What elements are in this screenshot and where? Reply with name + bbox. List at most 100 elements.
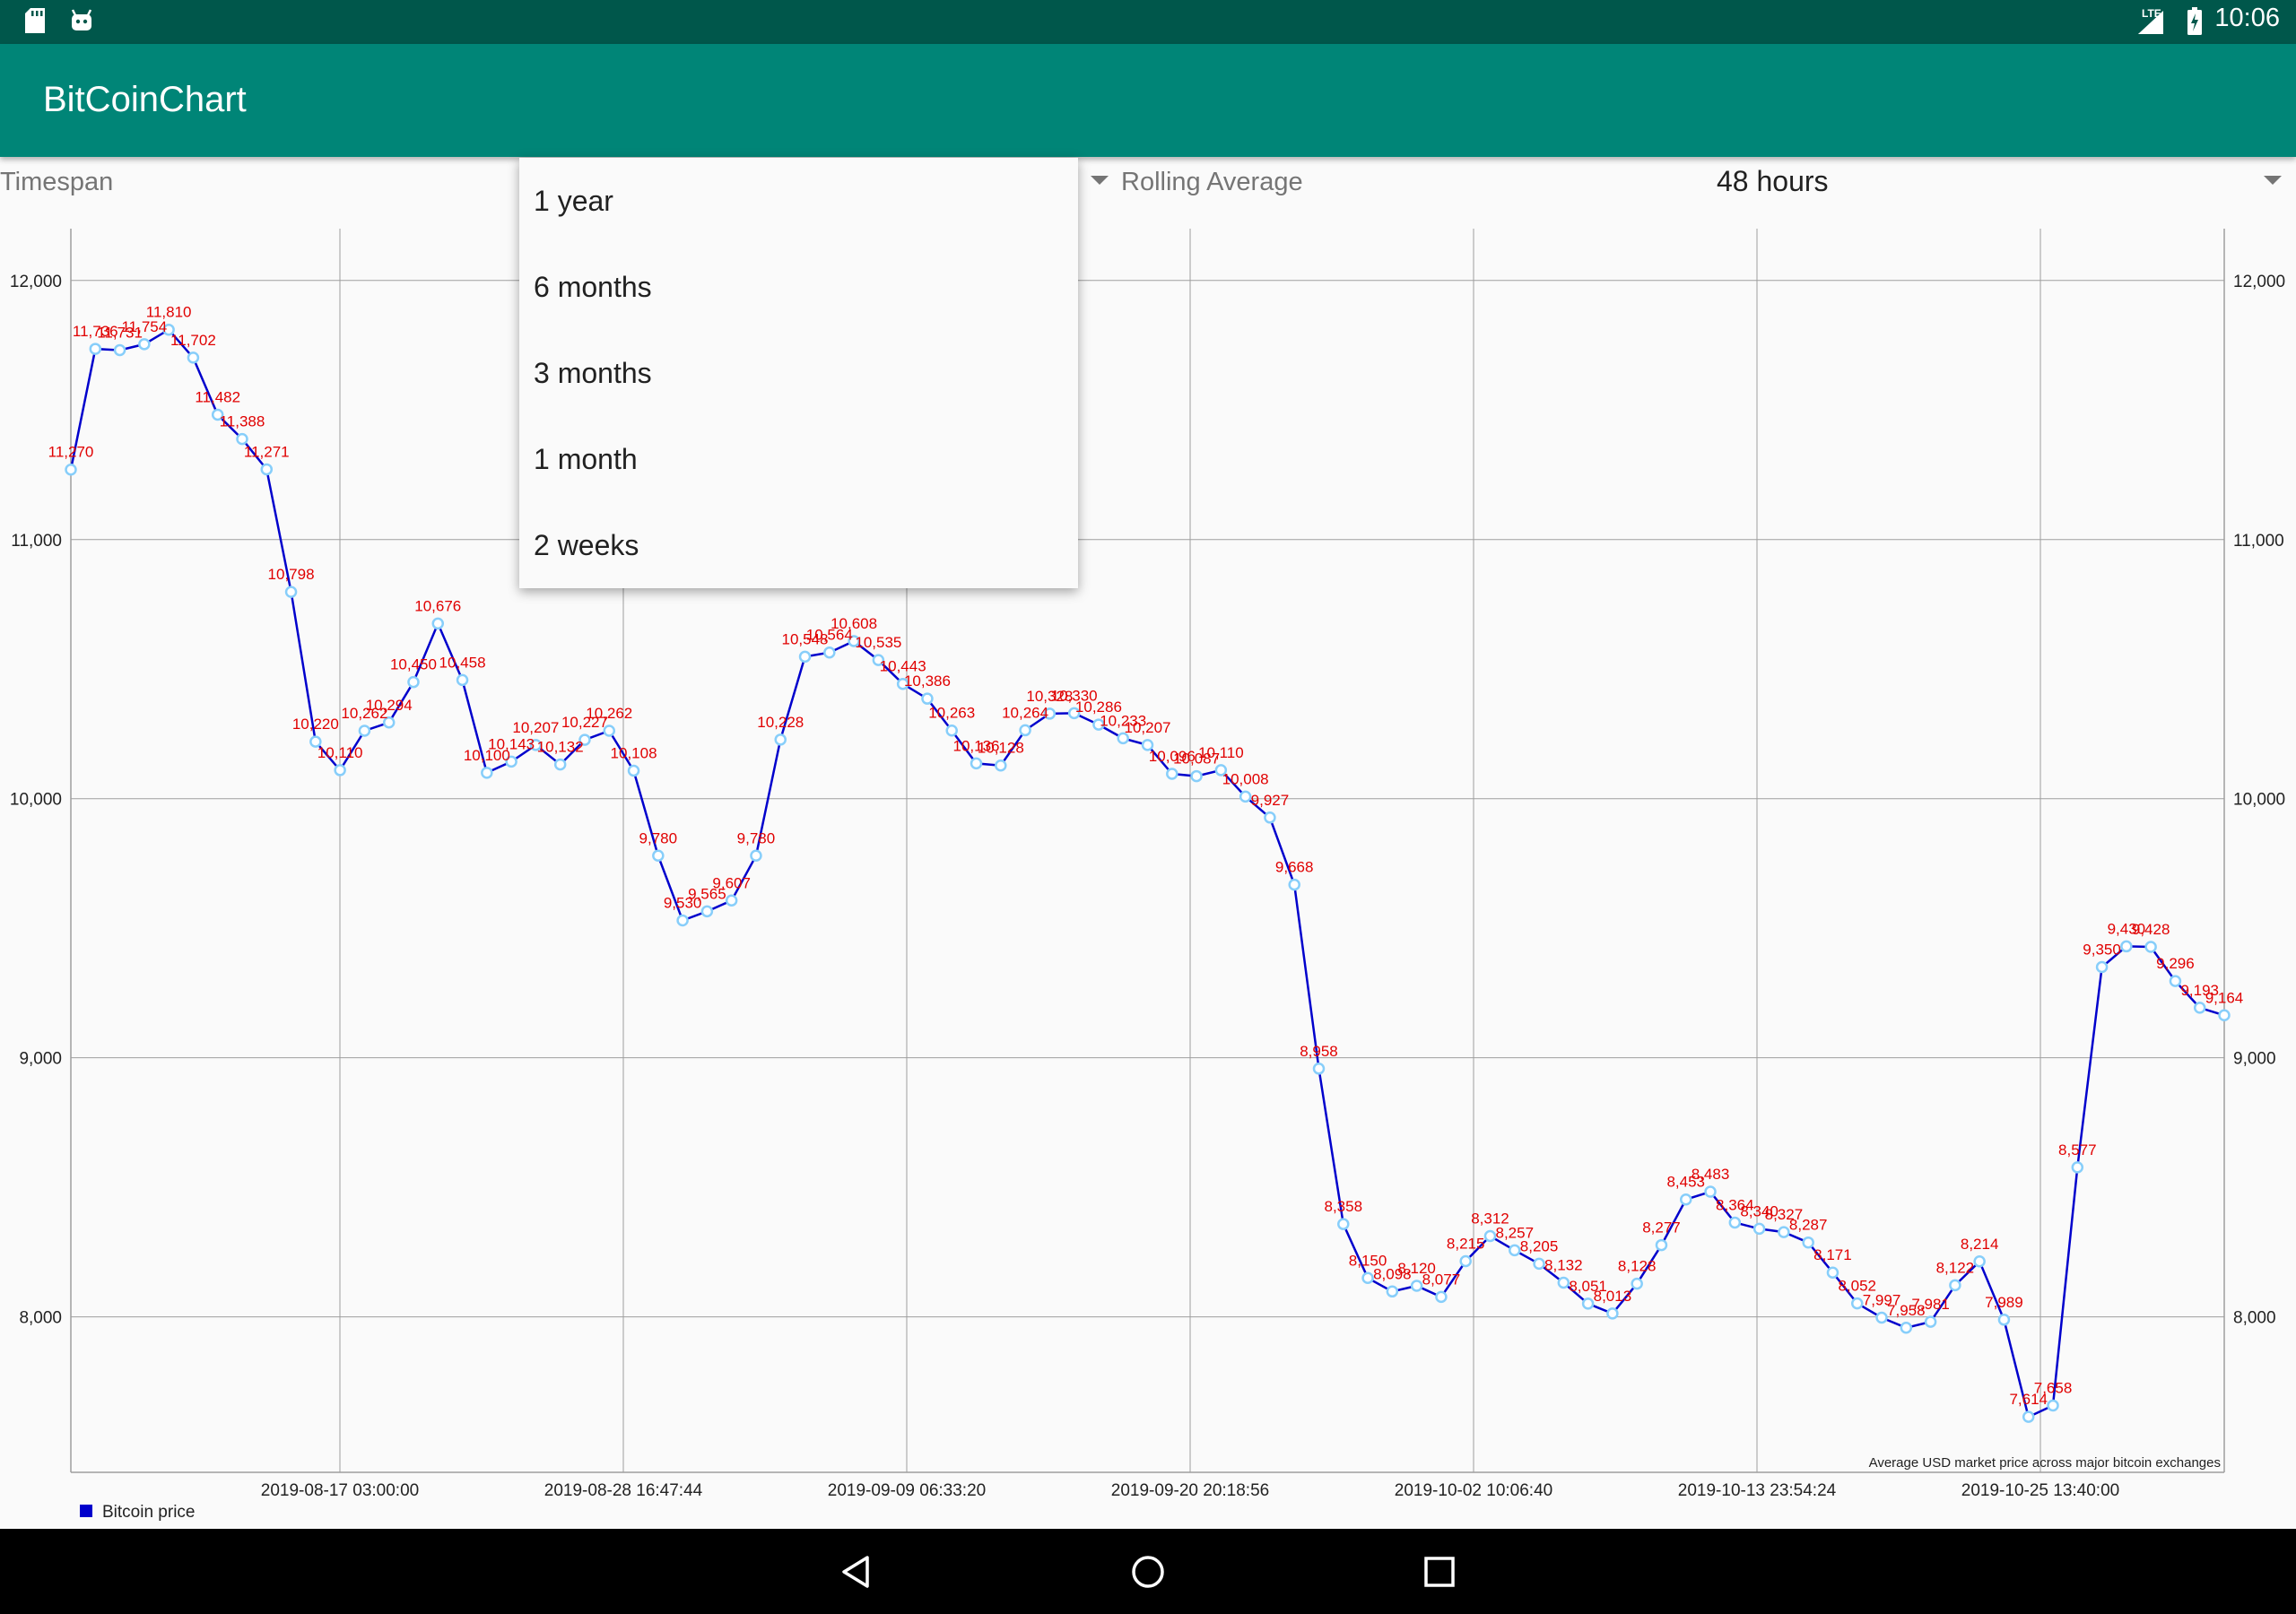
data-point bbox=[848, 635, 860, 647]
data-point bbox=[236, 432, 248, 446]
data-label: 10,207 bbox=[512, 719, 559, 736]
data-label: 9,296 bbox=[2156, 955, 2195, 972]
x-tick-label: 2019-08-28 16:47:44 bbox=[544, 1481, 703, 1500]
data-label: 10,330 bbox=[1051, 687, 1098, 704]
y-tick-label-right: 10,000 bbox=[2233, 791, 2285, 810]
data-label: 9,164 bbox=[2205, 989, 2244, 1006]
data-point bbox=[1067, 707, 1081, 720]
data-point bbox=[700, 905, 714, 918]
data-label: 8,287 bbox=[1789, 1217, 1828, 1234]
chart-description: Average USD market price across major bi… bbox=[1869, 1455, 2221, 1471]
data-label: 9,565 bbox=[688, 885, 726, 902]
data-label: 10,087 bbox=[1173, 751, 1220, 768]
data-point bbox=[2169, 975, 2182, 987]
data-label: 10,262 bbox=[341, 705, 387, 722]
dropdown-item-2-weeks[interactable]: 2 weeks bbox=[534, 529, 639, 561]
data-label: 8,312 bbox=[1471, 1210, 1509, 1227]
data-label: 8,150 bbox=[1349, 1252, 1387, 1269]
navigation-bar bbox=[0, 1529, 2296, 1614]
data-point bbox=[627, 764, 640, 777]
data-label: 8,098 bbox=[1373, 1265, 1412, 1282]
app-title: BitCoinChart bbox=[43, 80, 247, 119]
legend-label: Bitcoin price bbox=[102, 1503, 196, 1522]
x-tick-label: 2019-10-13 23:54:24 bbox=[1678, 1481, 1837, 1500]
data-point bbox=[553, 758, 567, 771]
dropdown-item-6-months[interactable]: 6 months bbox=[534, 271, 652, 303]
data-point bbox=[921, 692, 934, 705]
data-label: 11,482 bbox=[195, 388, 240, 405]
data-point bbox=[431, 617, 445, 630]
data-label: 10,132 bbox=[537, 739, 584, 756]
data-point bbox=[481, 767, 493, 779]
home-icon[interactable] bbox=[1130, 1554, 1166, 1590]
axes bbox=[70, 229, 2225, 1473]
data-label: 10,100 bbox=[464, 747, 510, 764]
data-point bbox=[1778, 1226, 1790, 1238]
data-point bbox=[725, 894, 738, 907]
data-label: 11,736 bbox=[73, 323, 118, 340]
recents-icon[interactable] bbox=[1422, 1555, 1457, 1589]
data-point bbox=[774, 733, 787, 746]
data-point bbox=[1581, 1297, 1595, 1310]
data-point bbox=[1509, 1244, 1521, 1257]
back-icon[interactable] bbox=[839, 1554, 874, 1590]
data-label: 10,227 bbox=[561, 714, 608, 731]
data-label: 9,780 bbox=[639, 829, 678, 846]
data-point bbox=[1875, 1311, 1888, 1324]
dropdown-item-1-month[interactable]: 1 month bbox=[534, 443, 638, 475]
data-label: 10,294 bbox=[366, 697, 413, 714]
sd-card-icon bbox=[25, 8, 45, 33]
data-label: 8,327 bbox=[1765, 1206, 1804, 1223]
data-point bbox=[798, 650, 812, 664]
data-point bbox=[1361, 1271, 1374, 1285]
data-label: 8,215 bbox=[1447, 1235, 1485, 1252]
data-point bbox=[1312, 1063, 1326, 1075]
data-point bbox=[65, 463, 77, 476]
data-point bbox=[1214, 764, 1228, 777]
series-line-bitcoin-price bbox=[69, 328, 2225, 1419]
data-point bbox=[1973, 1255, 1986, 1268]
data-point bbox=[260, 463, 274, 476]
signal-icon bbox=[2138, 11, 2163, 34]
y-tick-label-right: 8,000 bbox=[2233, 1309, 2276, 1328]
data-point bbox=[1802, 1236, 1814, 1249]
data-label: 9,607 bbox=[712, 874, 751, 891]
data-point bbox=[1728, 1216, 1742, 1229]
data-point bbox=[896, 677, 909, 690]
data-label: 9,428 bbox=[2132, 921, 2170, 938]
data-label: 8,013 bbox=[1594, 1288, 1632, 1305]
data-point bbox=[2022, 1410, 2035, 1423]
data-point bbox=[1533, 1257, 1545, 1271]
rolling-average-spinner[interactable]: 48 hours bbox=[1309, 157, 2296, 220]
data-label: 11,810 bbox=[146, 304, 192, 321]
data-point bbox=[652, 849, 665, 863]
data-label: 11,731 bbox=[97, 325, 143, 342]
data-point bbox=[1459, 1254, 1472, 1268]
dropdown-item-1-year[interactable]: 1 year bbox=[534, 185, 613, 217]
data-label: 10,386 bbox=[904, 672, 951, 690]
timespan-spinner[interactable] bbox=[519, 157, 1111, 220]
x-tick-label: 2019-09-09 06:33:20 bbox=[828, 1481, 986, 1500]
status-time: 10:06 bbox=[2214, 4, 2280, 32]
y-tick-label-right: 9,000 bbox=[2233, 1050, 2276, 1069]
data-point bbox=[2095, 960, 2109, 974]
x-tick-label: 2019-10-25 13:40:00 bbox=[1961, 1481, 2119, 1500]
data-label: 10,128 bbox=[978, 740, 1024, 757]
data-label: 10,096 bbox=[1149, 748, 1196, 765]
status-bar: LTE 10:06 bbox=[0, 0, 2296, 44]
data-point bbox=[2047, 1399, 2059, 1412]
data-label: 10,008 bbox=[1222, 770, 1269, 787]
data-point bbox=[1166, 768, 1178, 780]
dropdown-item-3-months[interactable]: 3 months bbox=[534, 357, 652, 389]
data-point bbox=[211, 408, 224, 421]
data-point bbox=[1900, 1322, 1913, 1334]
data-point bbox=[1557, 1276, 1570, 1289]
data-point bbox=[1410, 1280, 1423, 1292]
data-point bbox=[676, 914, 689, 927]
data-point bbox=[1239, 790, 1252, 803]
data-label: 10,328 bbox=[1026, 688, 1073, 705]
data-label: 10,143 bbox=[488, 735, 535, 752]
y-tick-label-left: 10,000 bbox=[10, 791, 62, 810]
data-point bbox=[187, 351, 200, 364]
